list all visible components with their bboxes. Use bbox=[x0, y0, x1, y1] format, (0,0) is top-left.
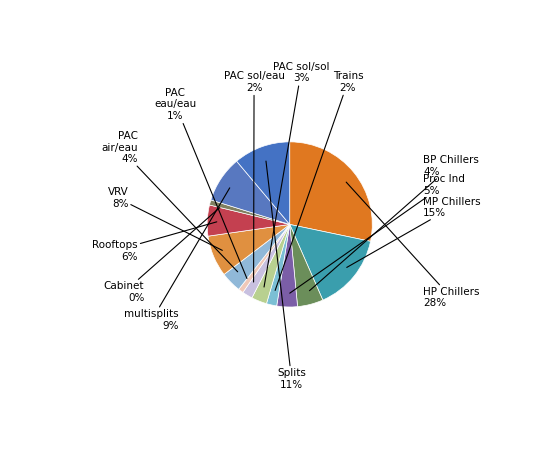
Wedge shape bbox=[252, 225, 290, 304]
Wedge shape bbox=[238, 225, 290, 293]
Wedge shape bbox=[237, 142, 290, 225]
Text: Trains
2%: Trains 2% bbox=[275, 71, 363, 290]
Wedge shape bbox=[210, 200, 290, 225]
Wedge shape bbox=[211, 161, 290, 225]
Text: HP Chillers
28%: HP Chillers 28% bbox=[346, 182, 479, 308]
Text: Rooftops
6%: Rooftops 6% bbox=[92, 222, 217, 262]
Wedge shape bbox=[266, 225, 290, 306]
Wedge shape bbox=[243, 225, 290, 298]
Text: BP Chillers
4%: BP Chillers 4% bbox=[310, 156, 479, 291]
Text: Cabinet
0%: Cabinet 0% bbox=[104, 207, 220, 303]
Wedge shape bbox=[290, 142, 373, 241]
Text: VRV
8%: VRV 8% bbox=[108, 188, 222, 250]
Text: Splits
11%: Splits 11% bbox=[266, 161, 306, 390]
Wedge shape bbox=[208, 225, 290, 275]
Wedge shape bbox=[207, 205, 290, 236]
Text: Proc Ind
5%: Proc Ind 5% bbox=[290, 174, 465, 293]
Text: PAC sol/sol
3%: PAC sol/sol 3% bbox=[264, 62, 329, 287]
Wedge shape bbox=[277, 225, 298, 307]
Wedge shape bbox=[290, 225, 323, 307]
Text: PAC
eau/eau
1%: PAC eau/eau 1% bbox=[154, 88, 247, 279]
Text: multisplits
9%: multisplits 9% bbox=[124, 188, 230, 331]
Wedge shape bbox=[290, 225, 370, 300]
Text: MP Chillers
15%: MP Chillers 15% bbox=[347, 197, 481, 268]
Text: PAC
air/eau
4%: PAC air/eau 4% bbox=[101, 131, 237, 272]
Wedge shape bbox=[224, 225, 290, 289]
Text: PAC sol/eau
2%: PAC sol/eau 2% bbox=[224, 71, 284, 282]
